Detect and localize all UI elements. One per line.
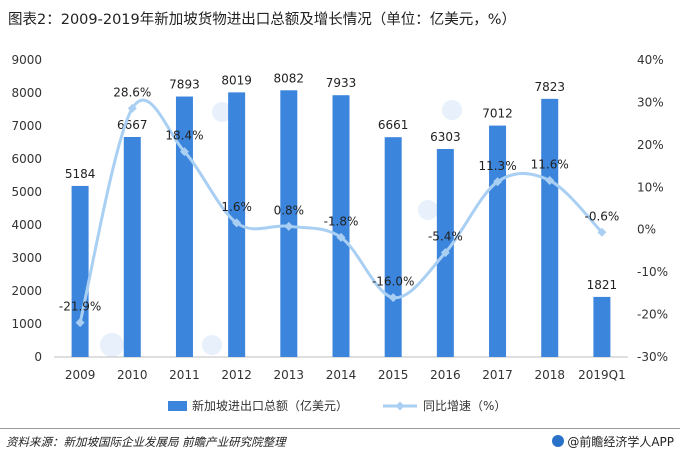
bar-value-label: 8019 <box>221 73 252 87</box>
y-right-tick-label: 10% <box>637 180 664 194</box>
growth-value-label: 0.8% <box>274 203 305 217</box>
y-right-tick-label: -30% <box>637 350 668 364</box>
y-left-tick-label: 4000 <box>11 218 42 232</box>
line-labels: -21.9% 28.6% 18.4% 1.6% 0.8% -1.8% -16.0% -5.4%… <box>59 85 619 313</box>
growth-marker <box>284 221 294 231</box>
bar-value-label: 7823 <box>534 80 565 94</box>
bar-value-label: 6667 <box>117 118 148 132</box>
brand-credit: @前瞻经济学人APP <box>552 433 674 450</box>
footer-divider <box>0 428 680 429</box>
bar-value-label: 6661 <box>378 118 409 132</box>
bar <box>384 137 402 357</box>
growth-marker <box>545 175 555 185</box>
bar-value-label: 8082 <box>274 71 305 85</box>
bar <box>332 95 350 357</box>
axes: 0 1000 2000 3000 4000 5000 6000 7000 8000 9000 -30… <box>11 53 668 382</box>
y-left-tick-label: 3000 <box>11 251 42 265</box>
chart-title: 图表2：2009-2019年新加坡货物进出口总额及增长情况（单位：亿美元，%） <box>8 12 517 28</box>
legend: 新加坡进出口总额（亿美元） 同比增速（%） <box>168 398 506 413</box>
growth-value-label: -1.8% <box>324 214 359 228</box>
growth-marker <box>75 318 85 328</box>
y-left-tick-label: 6000 <box>11 152 42 166</box>
growth-marker <box>127 103 137 113</box>
y-right-tick-label: 20% <box>637 138 664 152</box>
bar-value-label: 7012 <box>482 107 513 121</box>
brand-logo-icon <box>552 435 565 447</box>
bar-value-label: 5184 <box>65 167 96 181</box>
x-tick-label: 2018 <box>534 368 565 382</box>
growth-marker <box>597 227 607 237</box>
x-tick-label: 2015 <box>378 368 409 382</box>
growth-value-label: -5.4% <box>428 230 463 244</box>
bar-value-label: 7933 <box>326 76 357 90</box>
y-left-tick-label: 5000 <box>11 185 42 199</box>
growth-value-label: 11.6% <box>531 157 569 171</box>
growth-marker <box>179 147 189 157</box>
growth-value-label: 1.6% <box>221 200 252 214</box>
x-tick-label: 2016 <box>430 368 461 382</box>
chart: 0 1000 2000 3000 4000 5000 6000 7000 8000 9000 -30… <box>11 53 668 413</box>
x-tick-label: 2013 <box>274 368 305 382</box>
growth-marker <box>440 248 450 258</box>
bar-value-label: 1821 <box>587 278 618 292</box>
legend-line-marker <box>395 401 405 411</box>
y-right-tick-label: -10% <box>637 265 668 279</box>
growth-marker <box>388 293 398 303</box>
watermark <box>100 100 462 357</box>
x-tick-label: 2014 <box>326 368 357 382</box>
y-left-tick-label: 0 <box>34 350 42 364</box>
growth-marker <box>493 177 503 187</box>
x-tick-label: 2010 <box>117 368 148 382</box>
growth-value-label: 28.6% <box>113 85 151 99</box>
y-right-tick-label: 0% <box>637 223 656 237</box>
bar-labels: 5184 6667 7893 8019 8082 7933 6661 6303 7012 7823… <box>65 71 617 292</box>
x-tick-label: 2011 <box>169 368 200 382</box>
legend-bar-swatch <box>168 401 187 411</box>
y-right-tick-label: 30% <box>637 95 664 109</box>
bar-value-label: 7893 <box>169 78 200 92</box>
y-left-tick-label: 7000 <box>11 119 42 133</box>
bar-value-label: 6303 <box>430 130 461 144</box>
growth-value-label: -16.0% <box>372 275 414 289</box>
x-tick-label: 2009 <box>65 368 96 382</box>
bar <box>71 185 89 357</box>
line-series <box>75 98 607 328</box>
y-left-tick-label: 9000 <box>11 53 42 67</box>
y-right-tick-label: 40% <box>637 53 664 67</box>
x-tick-label: 2019Q1 <box>578 368 626 382</box>
legend-line-label: 同比增速（%） <box>423 399 506 413</box>
bar <box>123 136 141 357</box>
source-note: 资料来源：新加坡国际企业发展局 前瞻产业研究院整理 <box>6 435 286 449</box>
bar <box>541 98 559 357</box>
x-tick-label: 2012 <box>221 368 252 382</box>
y-left-tick-label: 8000 <box>11 86 42 100</box>
brand-text: @前瞻经济学人APP <box>567 435 674 449</box>
growth-marker <box>232 218 242 228</box>
x-tick-label: 2017 <box>482 368 513 382</box>
growth-value-label: -0.6% <box>584 209 619 223</box>
growth-value-label: -21.9% <box>59 300 101 314</box>
y-left-tick-label: 2000 <box>11 284 42 298</box>
growth-value-label: 18.4% <box>165 129 203 143</box>
y-right-tick-label: -20% <box>637 308 668 322</box>
y-left-tick-label: 1000 <box>11 317 42 331</box>
legend-bar-label: 新加坡进出口总额（亿美元） <box>192 398 348 413</box>
bar <box>593 296 611 357</box>
growth-marker <box>336 232 346 242</box>
growth-value-label: 11.3% <box>478 159 516 173</box>
bar <box>175 96 193 357</box>
